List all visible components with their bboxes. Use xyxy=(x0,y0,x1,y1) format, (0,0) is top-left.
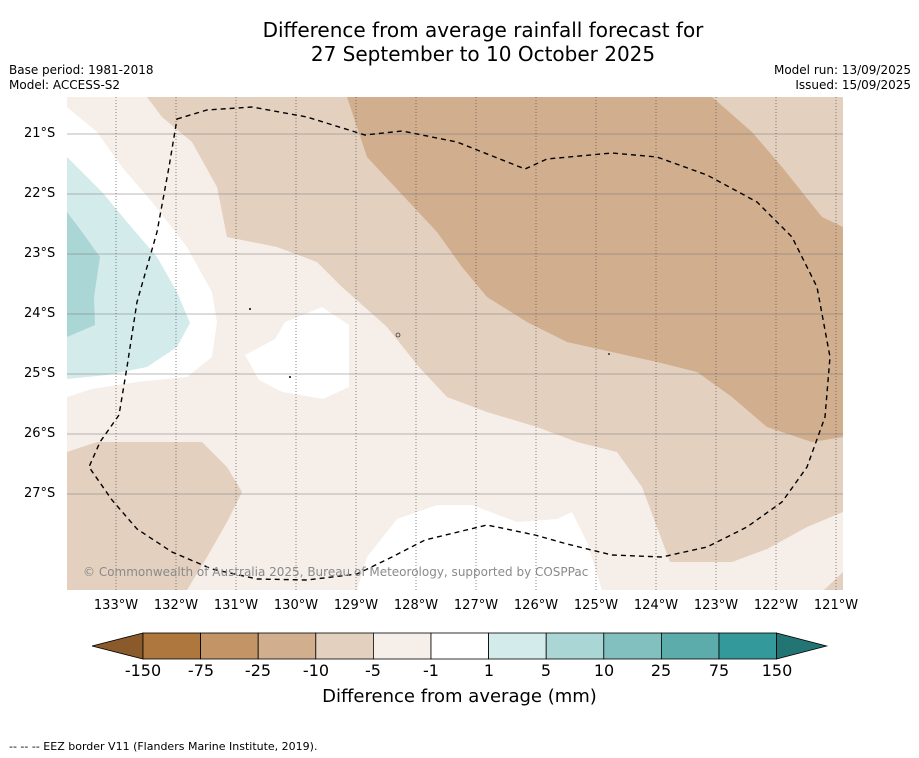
title-line-1: Difference from average rainfall forecas… xyxy=(262,18,704,42)
colorbar-tick: 10 xyxy=(593,661,615,680)
colorbar-segment xyxy=(257,632,317,660)
lat-label: 27°S xyxy=(24,486,56,501)
lat-label: 22°S xyxy=(24,186,56,201)
colorbar-tick: 1 xyxy=(483,661,495,680)
model-run: Model run: 13/09/2025 xyxy=(773,63,911,77)
zone-neutral-center xyxy=(245,307,349,399)
colorbar-segment xyxy=(315,632,374,660)
colorbar-segment xyxy=(372,632,432,660)
lon-label: 125°W xyxy=(573,598,619,613)
colorbar-segments xyxy=(91,632,829,660)
lon-label: 133°W xyxy=(93,598,139,613)
zone-minus10-sw xyxy=(67,442,242,590)
zone-plus1 xyxy=(67,157,190,379)
lat-label: 25°S xyxy=(24,366,56,381)
map-title: Difference from average rainfall forecas… xyxy=(0,18,919,66)
colorbar-segment xyxy=(200,632,259,660)
lon-label: 132°W xyxy=(153,598,199,613)
lon-label: 123°W xyxy=(693,598,739,613)
meta-right: Model run: 13/09/2025 Issued: 15/09/2025 xyxy=(774,63,911,93)
zone-neutral-south xyxy=(357,505,602,590)
copyright-notice: © Commonwealth of Australia 2025, Bureau… xyxy=(83,565,589,579)
colorbar-label: Difference from average (mm) xyxy=(322,686,597,707)
colorbar-tick: -1 xyxy=(423,661,439,680)
lat-label: 26°S xyxy=(24,426,56,441)
colorbar-segment xyxy=(661,632,720,660)
colorbar-segment xyxy=(603,632,662,660)
colorbar-segment xyxy=(142,632,201,660)
lat-label: 21°S xyxy=(24,126,56,141)
lat-label: 23°S xyxy=(24,246,56,261)
lon-label: 127°W xyxy=(453,598,499,613)
lon-label: 124°W xyxy=(633,598,679,613)
colorbar-segment xyxy=(430,632,489,660)
colorbar-tick: -25 xyxy=(244,661,272,680)
lon-label: 121°W xyxy=(813,598,859,613)
map-svg xyxy=(67,97,843,590)
colorbar-tick: -5 xyxy=(365,661,381,680)
zone-minus25 xyxy=(347,97,843,442)
colorbar-tick: -10 xyxy=(302,661,330,680)
island-marker xyxy=(608,353,610,355)
lon-label: 131°W xyxy=(213,598,259,613)
lon-label: 129°W xyxy=(333,598,379,613)
colorbar-tick: -150 xyxy=(124,661,162,680)
lon-label: 122°W xyxy=(753,598,799,613)
zone-plus5 xyxy=(67,212,100,337)
colorbar-segment xyxy=(488,632,547,660)
island-marker xyxy=(289,376,291,378)
colorbar-tick: 5 xyxy=(540,661,552,680)
colorbar-tick: -75 xyxy=(187,661,215,680)
colorbar-segment xyxy=(718,632,777,660)
lat-label: 24°S xyxy=(24,306,56,321)
issued-date: Issued: 15/09/2025 xyxy=(795,78,911,92)
colorbar-over-arrow xyxy=(776,632,829,660)
colorbar xyxy=(91,632,829,660)
colorbar-segment xyxy=(545,632,605,660)
lon-label: 126°W xyxy=(513,598,559,613)
rainfall-map xyxy=(67,97,843,590)
lon-label: 130°W xyxy=(273,598,319,613)
meta-left: Base period: 1981-2018 Model: ACCESS-S2 xyxy=(9,63,154,93)
island-marker xyxy=(249,308,251,310)
model-name: Model: ACCESS-S2 xyxy=(9,78,121,92)
colorbar-tick: 75 xyxy=(708,661,730,680)
lon-label: 128°W xyxy=(393,598,439,613)
colorbar-tick: 150 xyxy=(761,661,793,680)
title-line-2: 27 September to 10 October 2025 xyxy=(310,42,656,66)
island-marker xyxy=(395,332,401,338)
graticule xyxy=(67,97,843,590)
base-period: Base period: 1981-2018 xyxy=(9,63,154,77)
colorbar-under-arrow xyxy=(91,632,144,660)
eez-legend-note: -- -- -- EEZ border V11 (Flanders Marine… xyxy=(9,740,318,753)
colorbar-tick: 25 xyxy=(650,661,672,680)
